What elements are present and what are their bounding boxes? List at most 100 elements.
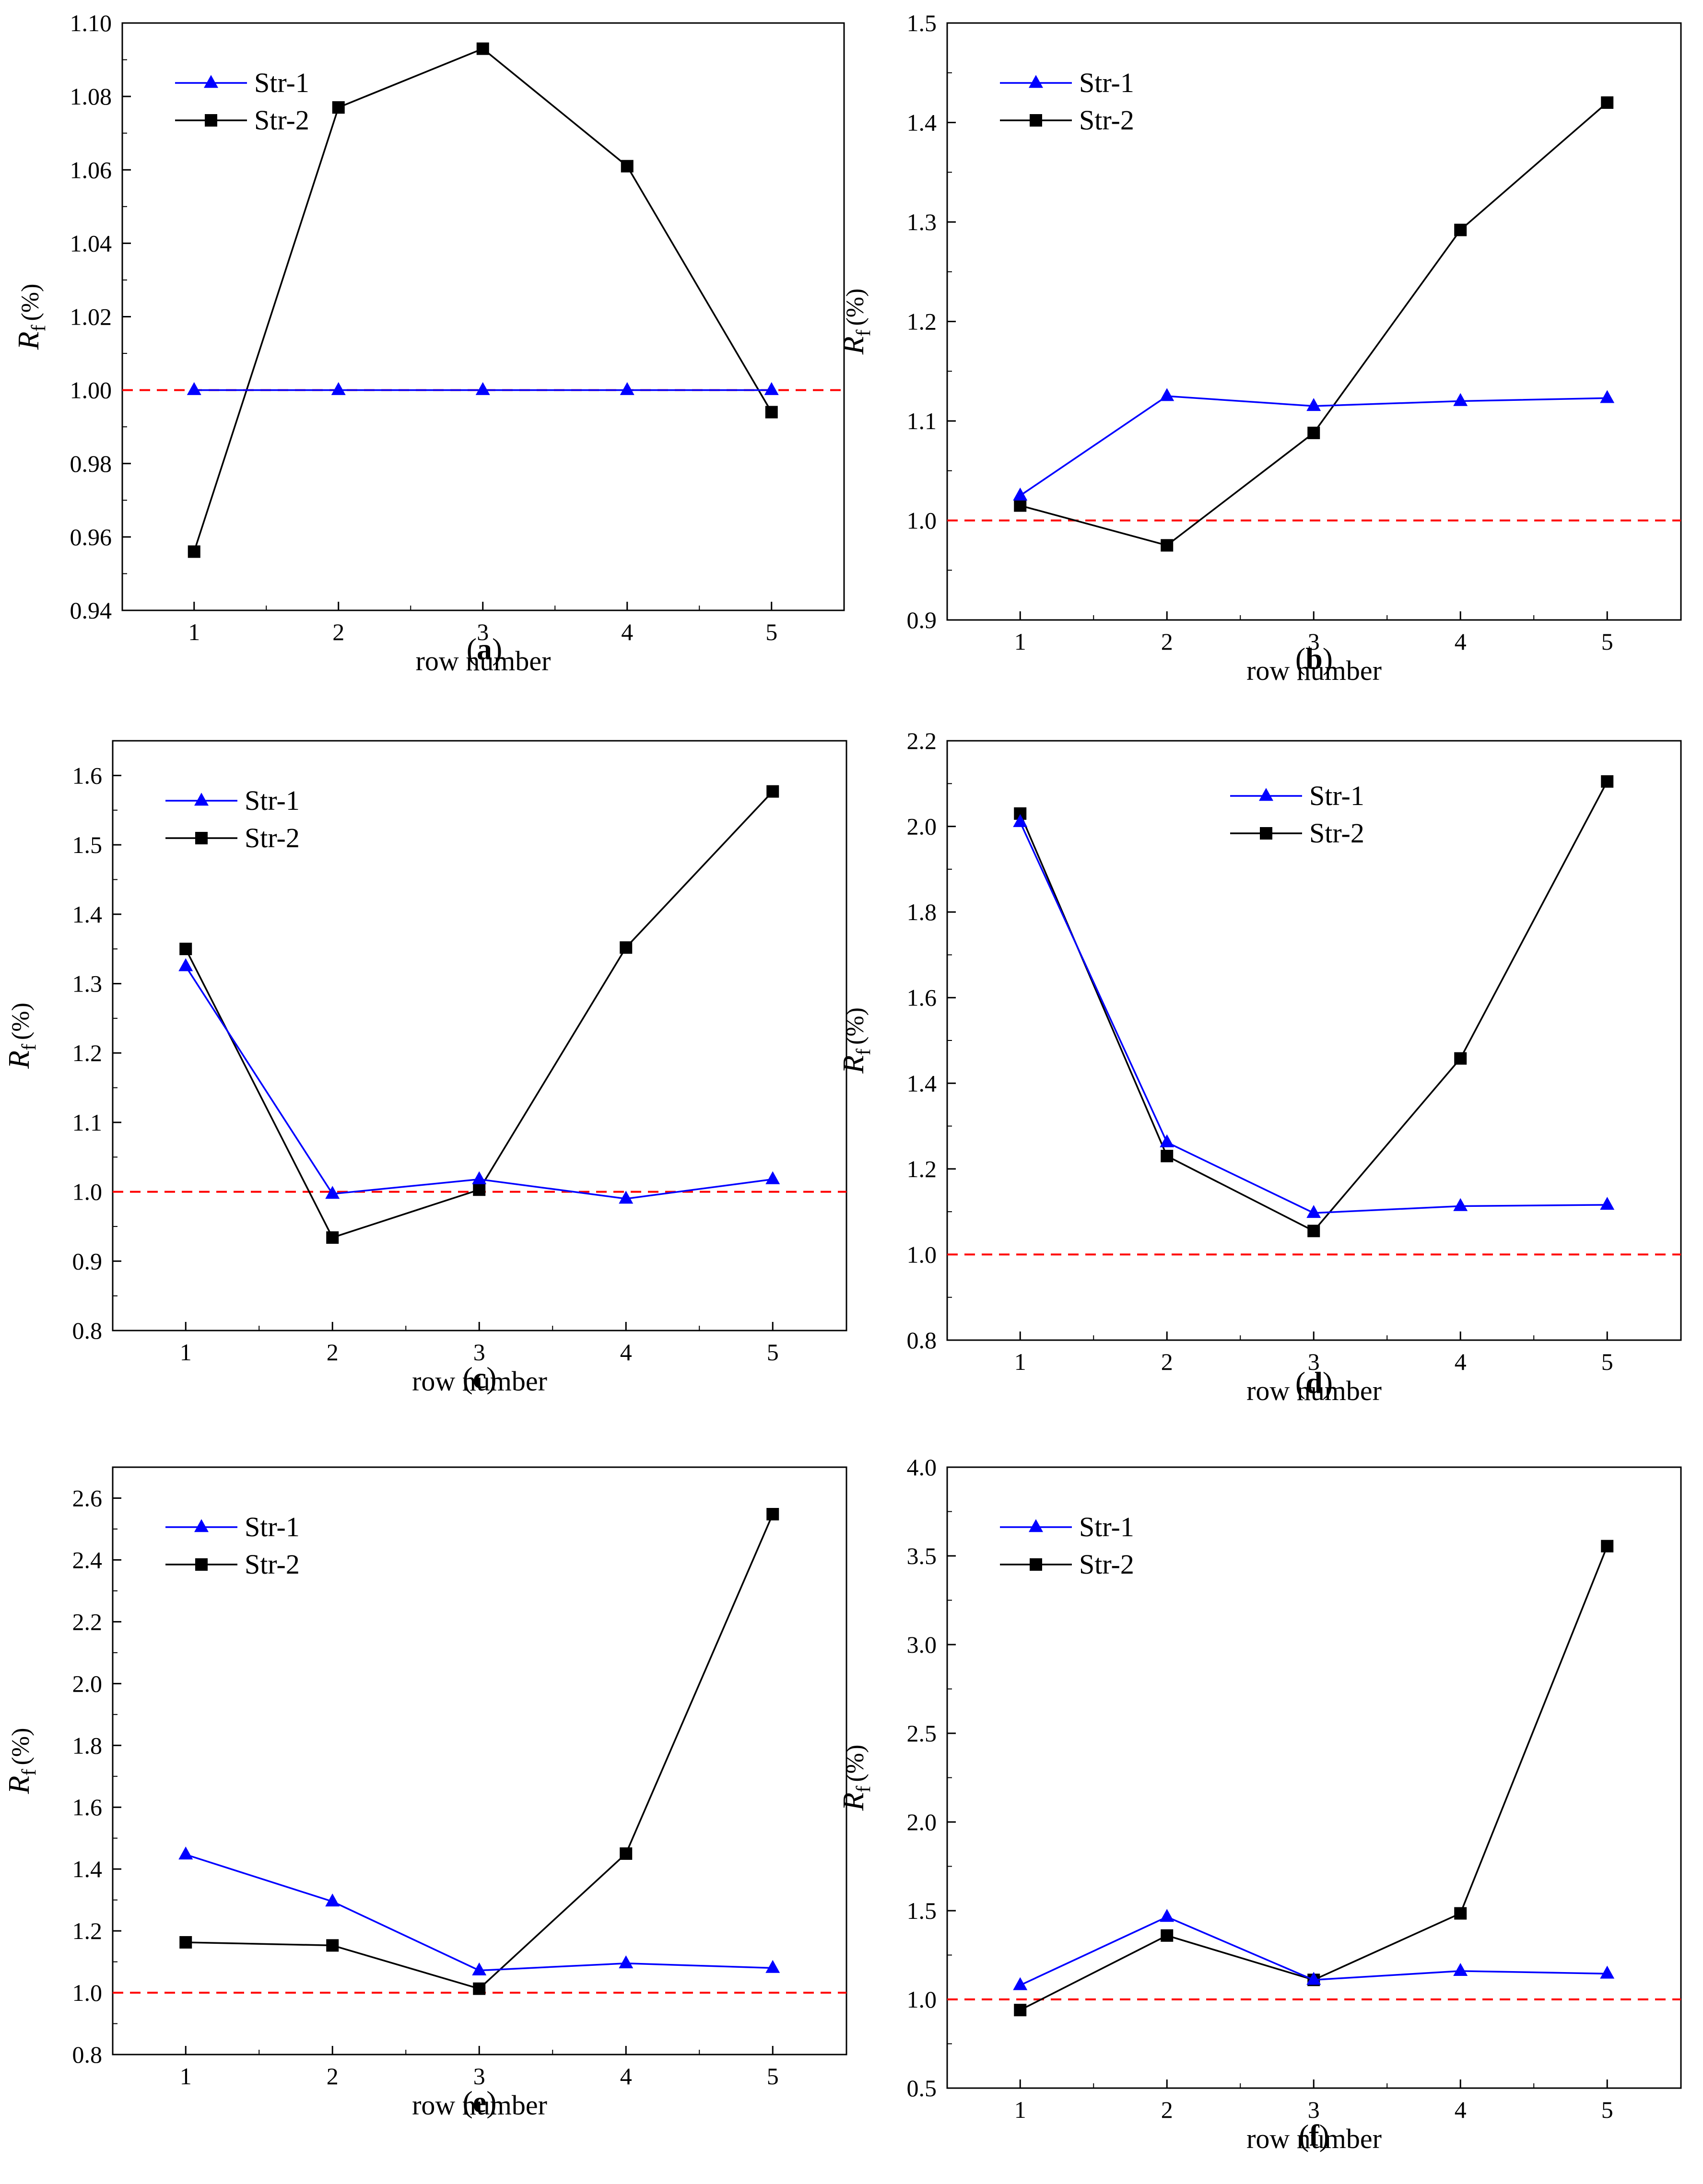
y-tick-label: 1.0 [907,507,937,534]
x-tick-label: 3 [473,1339,485,1366]
y-tick-label: 2.6 [72,1484,103,1511]
y-tick-label: 1.0 [907,1241,937,1268]
series-line-str-2 [1019,781,1608,1232]
y-tick-label: 3.0 [907,1631,937,1658]
data-point-str-2 [326,1939,339,1952]
y-axis-title-unit: (%) [7,1728,35,1765]
x-tick-label: 2 [332,619,344,645]
data-point-str-1 [1453,393,1468,406]
data-point-str-2 [179,943,192,956]
y-axis-title: Rf (%) [837,1007,875,1074]
y-tick-label: 1.8 [907,899,937,925]
legend-marker-str-1 [194,1519,209,1532]
chart-panel-e: 0.8 1.0 1.2 1.4 1.6 1.8 2.0 2.2 2.4 2.6 1 2 3 4 5 row n… [3,1466,847,2121]
x-tick-label: 3 [1308,1348,1320,1375]
y-axis-title-unit: (%) [7,1003,35,1040]
y-tick-label: 0.94 [70,597,112,624]
data-point-str-2 [1601,96,1614,109]
x-tick-label: 4 [620,1339,632,1366]
legend-label: Str-2 [245,822,300,853]
panel-label: (c) [462,1361,496,1395]
data-point-str-1 [1160,1134,1174,1147]
data-point-str-2 [620,941,633,954]
legend-marker-str-1 [1259,788,1273,801]
plot-frame [946,22,1682,621]
legend-marker-str-2 [195,832,208,844]
y-tick-label: 1.2 [907,1156,937,1182]
data-point-str-1 [325,1186,340,1199]
y-axis-title-subscript: f [853,1049,875,1055]
legend-marker-str-1 [1029,75,1043,88]
y-tick-label: 2.2 [907,727,937,754]
y-tick-label: 1.10 [70,10,112,36]
y-axis-title-symbol: R [3,1776,35,1795]
x-tick-label: 4 [621,619,633,645]
y-axis-title-subscript: f [18,1044,40,1051]
x-tick-label: 4 [620,2063,632,2090]
x-tick-label: 2 [327,2063,339,2090]
data-point-str-2 [1307,426,1320,439]
data-point-str-1 [1453,1198,1468,1211]
legend-label: Str-1 [245,1511,300,1542]
legend-label: Str-2 [254,105,309,136]
y-tick-label: 1.4 [72,1856,103,1882]
y-tick-label: 1.3 [907,209,937,235]
y-tick-label: 1.2 [72,1917,103,1944]
panel-label: (b) [1295,642,1333,676]
x-tick-label: 2 [1161,1348,1173,1375]
panel-label: (f) [1299,2118,1329,2152]
data-point-str-2 [1161,539,1174,552]
y-axis-title-subscript: f [853,330,875,337]
panel-letter: c [473,1361,486,1395]
y-tick-label: 1.0 [907,1986,937,2013]
series-line-str-2 [1020,1546,1608,2011]
data-point-str-2 [620,1847,633,1860]
chart-panel-d: 0.8 1.0 1.2 1.4 1.6 1.8 2.0 2.2 1 2 3 4 5 row number R… [837,727,1682,1406]
data-point-str-1 [1600,1965,1615,1979]
data-point-str-1 [619,1191,634,1204]
y-axis-title-subscript: f [18,1769,40,1776]
chart-panel-a: 0.94 0.96 0.98 1.00 1.02 1.04 1.06 1.08 1.10 1 2 3 4… [12,10,845,677]
data-point-str-1 [764,382,779,395]
legend-label: Str-1 [245,785,300,816]
x-tick-label: 2 [1161,2096,1173,2123]
y-axis-title: Rf (%) [837,1745,875,1811]
legend-label: Str-2 [1309,818,1364,849]
data-point-str-2 [1014,499,1027,512]
x-tick-label: 3 [1308,628,1320,655]
y-tick-label: 0.9 [72,1248,103,1274]
x-tick-label: 5 [1601,628,1613,655]
data-point-str-1 [765,1171,780,1184]
y-axis-title-unit: (%) [842,289,869,326]
x-tick-label: 4 [1455,628,1467,655]
y-tick-label: 1.5 [72,831,103,858]
y-tick-label: 0.9 [907,607,937,633]
series-line-str-1 [185,1854,773,1972]
y-axis-title-symbol: R [3,1051,35,1069]
y-tick-label: 1.2 [72,1039,103,1066]
legend-label: Str-2 [245,1549,300,1580]
chart-panel-b: 0.9 1.0 1.1 1.2 1.3 1.4 1.5 1 2 3 4 5 row number Rf (%… [837,10,1682,686]
plot-frame [946,1466,1682,2089]
data-point-str-1 [1600,1197,1615,1210]
y-axis-title-unit: (%) [17,284,44,321]
y-tick-label: 2.4 [72,1546,103,1573]
x-tick-label: 5 [767,1339,779,1366]
y-tick-label: 2.0 [907,813,937,840]
data-point-str-1 [1013,814,1028,827]
x-tick-label: 1 [1014,1348,1026,1375]
y-tick-label: 1.04 [70,230,112,257]
x-axis-title: row number [1246,2123,1382,2154]
data-point-str-1 [1160,1909,1174,1922]
plot-frame [121,22,845,611]
y-axis-title: Rf (%) [837,289,875,355]
y-tick-label: 1.0 [72,1979,103,2006]
legend-marker-str-2 [1030,1558,1042,1571]
y-tick-label: 0.8 [72,2041,103,2068]
data-point-str-1 [1306,398,1321,411]
data-point-str-2 [765,406,778,419]
data-point-str-2 [621,160,634,173]
y-tick-label: 1.1 [72,1109,103,1136]
data-point-str-1 [475,382,490,395]
legend-marker-str-1 [1029,1519,1043,1532]
